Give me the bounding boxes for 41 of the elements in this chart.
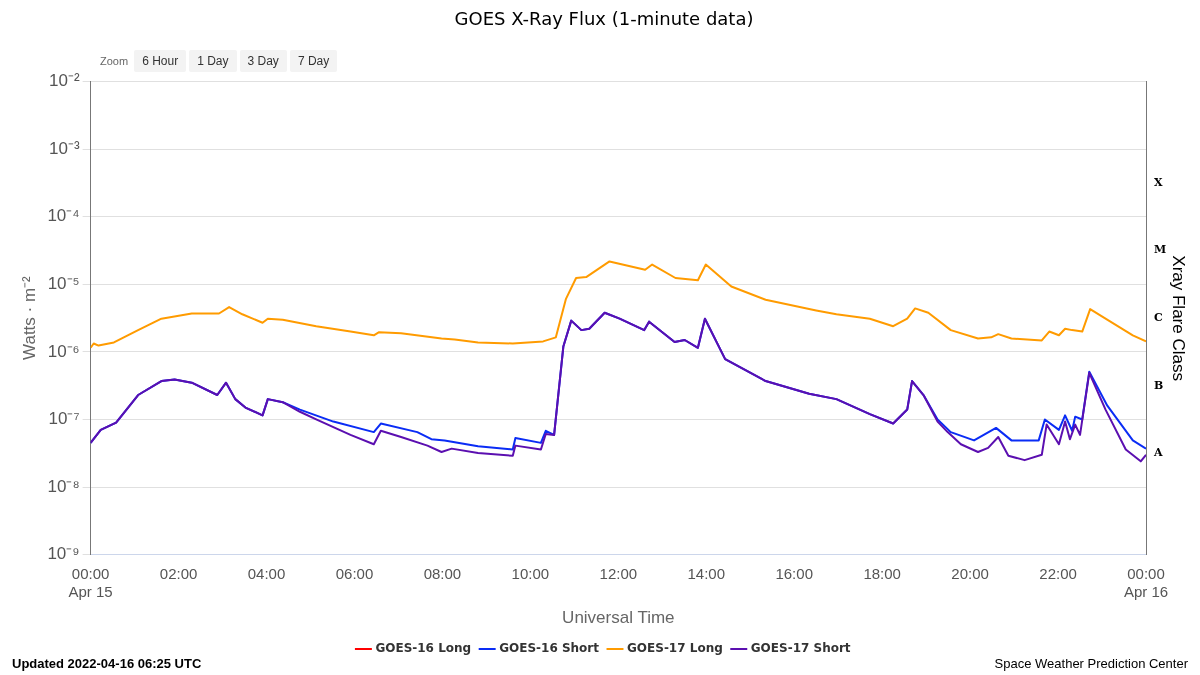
x-tick-label: 20:00 xyxy=(951,564,989,582)
legend-label: GOES-17 Long xyxy=(627,641,723,656)
x-tick-label: 00:00 Apr 15 xyxy=(68,564,113,600)
x-tick-label: 12:00 xyxy=(599,564,638,582)
y-tick-label: 10⁻³ xyxy=(49,138,80,158)
x-tick-label: 08:00 xyxy=(423,564,462,582)
y-tick-label: 10⁻⁹ xyxy=(47,544,80,564)
y-tick-label: 10⁻⁶ xyxy=(47,341,80,361)
text: Updated 2022-04-16 06:25 UTC xyxy=(12,656,202,671)
text: A xyxy=(1153,446,1163,460)
x-tick-label: 00:00 Apr 16 xyxy=(1123,564,1169,600)
y-tick-label: 10⁻⁸ xyxy=(47,476,80,496)
zoom-button: 7 Day xyxy=(289,50,338,72)
x-axis-title: Universal Time xyxy=(562,608,675,628)
x-tick-label: 18:00 xyxy=(863,564,901,582)
x-tick-label: 04:00 xyxy=(247,564,286,582)
text: Zoom xyxy=(100,55,129,67)
legend-label: GOES-16 Short xyxy=(499,641,600,656)
y-tick-label: 10⁻⁵ xyxy=(47,274,80,293)
text: M xyxy=(1154,243,1167,257)
x-tick-label: 16:00 xyxy=(775,564,813,582)
zoom-button: 1 Day xyxy=(189,50,237,72)
zoom-button: 6 Hour xyxy=(134,50,187,72)
text: Space Weather Prediction Center xyxy=(994,656,1188,671)
text: B xyxy=(1154,378,1164,392)
x-tick-label: 02:00 xyxy=(159,564,198,582)
y-tick-label: 10⁻² xyxy=(49,71,80,91)
zoom-button: 3 Day xyxy=(239,50,287,72)
y-axis-title: Watts · m⁻² xyxy=(19,275,39,360)
legend-label: GOES-17 Short xyxy=(750,641,851,656)
text: C xyxy=(1154,310,1163,324)
x-tick-label: 06:00 xyxy=(335,564,374,582)
y-tick-label: 10⁻⁷ xyxy=(48,409,80,429)
y-tick-label: 10⁻⁴ xyxy=(47,206,80,226)
legend-label: GOES-16 Long xyxy=(375,641,472,656)
x-tick-label: 10:00 xyxy=(511,564,550,582)
x-tick-label: 14:00 xyxy=(687,564,726,582)
chart-title: GOES X-Ray Flux (1-minute data) xyxy=(454,8,754,30)
x-tick-label: 22:00 xyxy=(1039,564,1077,582)
text: X xyxy=(1154,175,1163,189)
y2-axis-title: Xray Flare Class xyxy=(1169,255,1189,381)
